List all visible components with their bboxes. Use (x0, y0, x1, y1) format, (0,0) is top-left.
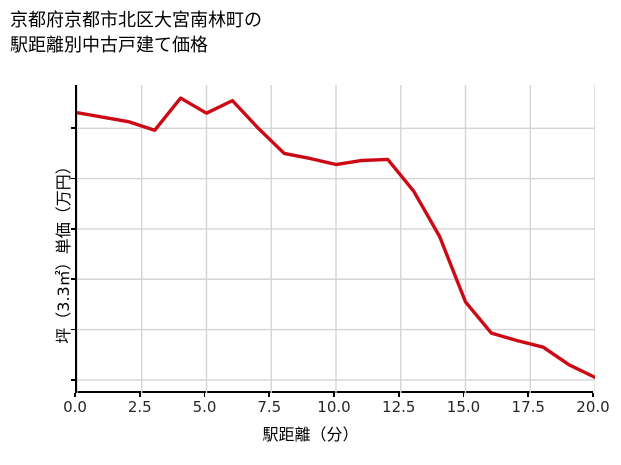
x-tick-label: 2.5 (127, 398, 152, 416)
plot-area (75, 85, 595, 393)
y-tick-mark (71, 278, 75, 281)
y-tick-mark (71, 328, 75, 331)
x-tick-mark (527, 393, 530, 397)
x-tick-mark (74, 393, 76, 397)
y-tick-mark (71, 127, 75, 130)
x-tick-mark (138, 393, 141, 397)
data-line-series-0 (77, 96, 595, 380)
data-line-layer (77, 96, 595, 380)
x-tick-label: 17.5 (511, 398, 545, 416)
x-tick-label: 15.0 (446, 398, 481, 416)
x-tick-mark (397, 393, 400, 397)
y-tick-mark (71, 228, 75, 230)
x-tick-label: 7.5 (257, 398, 282, 416)
x-tick-mark (462, 393, 465, 397)
y-tick-mark (71, 177, 75, 180)
x-tick-mark (592, 393, 594, 397)
x-tick-label: 10.0 (317, 398, 351, 416)
x-tick-label: 5.0 (192, 398, 217, 416)
x-axis-label: 駅距離（分） (262, 425, 359, 444)
x-tick-label: 20.0 (576, 398, 610, 416)
x-tick-mark (333, 393, 335, 397)
y-axis-label: 坪（3.3㎡）単価（万円） (54, 158, 73, 344)
x-tick-label: 12.5 (382, 398, 416, 416)
x-tick-label: 0.0 (63, 398, 87, 416)
x-tick-mark (268, 393, 271, 397)
gridlines (77, 85, 595, 393)
y-tick-mark (71, 379, 75, 381)
page-title: 京都府京都市北区大宮南林町の 駅距離別中古戸建て価格 (10, 10, 262, 56)
x-tick-mark (203, 393, 206, 397)
